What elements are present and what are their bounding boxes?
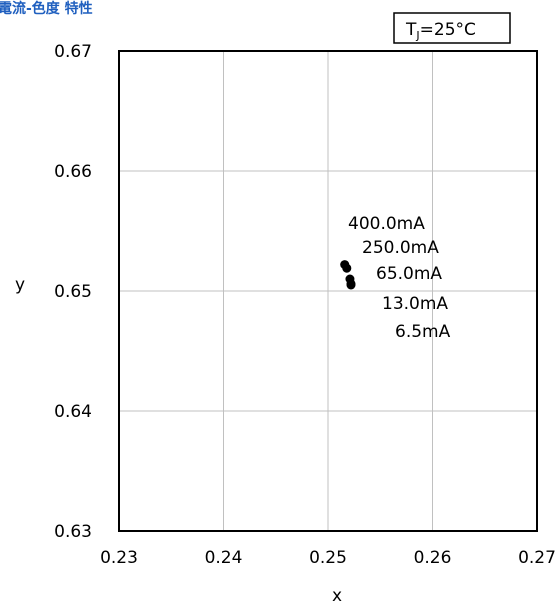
data-point xyxy=(346,280,356,290)
data-label: 13.0mA xyxy=(382,294,448,314)
x-tick-label: 0.25 xyxy=(309,548,347,568)
data-point xyxy=(342,263,352,273)
svg-text:TJ=25°C: TJ=25°C xyxy=(405,20,476,42)
y-tick-labels: 0.63 0.64 0.65 0.66 0.67 xyxy=(54,42,92,542)
grid-lines xyxy=(119,51,537,531)
x-tick-label: 0.27 xyxy=(518,548,556,568)
condition-symbol: T xyxy=(405,20,417,40)
data-label: 6.5mA xyxy=(395,322,451,342)
condition-subscript: J xyxy=(415,29,419,42)
condition-value: =25°C xyxy=(420,20,476,40)
data-markers xyxy=(340,260,356,290)
y-tick-label: 0.64 xyxy=(54,402,92,422)
chart-title: 電流-色度 特性 xyxy=(0,0,93,17)
x-tick-label: 0.26 xyxy=(414,548,452,568)
x-tick-label: 0.24 xyxy=(205,548,243,568)
y-tick-label: 0.63 xyxy=(54,522,92,542)
x-tick-label: 0.23 xyxy=(100,548,138,568)
data-label: 65.0mA xyxy=(376,264,442,284)
condition-box: TJ=25°C xyxy=(393,12,511,44)
plot-area-frame xyxy=(118,50,538,532)
y-tick-label: 0.65 xyxy=(54,282,92,302)
data-labels: 400.0mA 250.0mA 65.0mA 13.0mA 6.5mA xyxy=(348,214,451,342)
data-label: 400.0mA xyxy=(348,214,425,234)
y-tick-label: 0.67 xyxy=(54,42,92,62)
x-axis-label: x xyxy=(332,586,342,602)
x-tick-labels: 0.23 0.24 0.25 0.26 0.27 xyxy=(100,548,556,568)
y-tick-label: 0.66 xyxy=(54,162,92,182)
y-axis-label: y xyxy=(15,275,25,295)
data-label: 250.0mA xyxy=(362,238,439,258)
